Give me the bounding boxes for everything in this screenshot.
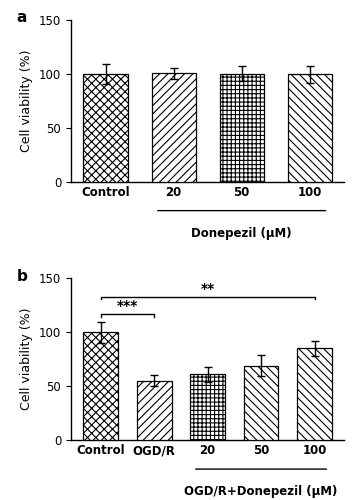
Bar xyxy=(244,366,278,440)
Bar xyxy=(190,374,225,440)
Y-axis label: Cell viability (%): Cell viability (%) xyxy=(21,308,33,410)
Bar xyxy=(83,74,128,182)
Bar xyxy=(152,74,196,182)
Text: OGD/R+Donepezil (μM): OGD/R+Donepezil (μM) xyxy=(185,485,338,498)
Text: b: b xyxy=(16,269,27,284)
Bar xyxy=(137,381,171,440)
Bar xyxy=(83,332,118,440)
Text: Donepezil (μM): Donepezil (μM) xyxy=(191,227,292,240)
Text: a: a xyxy=(16,10,27,26)
Bar xyxy=(288,74,332,182)
Y-axis label: Cell viability (%): Cell viability (%) xyxy=(21,50,33,152)
Bar xyxy=(297,348,332,440)
Text: **: ** xyxy=(201,282,215,296)
Bar xyxy=(220,74,264,182)
Text: ***: *** xyxy=(117,300,138,314)
